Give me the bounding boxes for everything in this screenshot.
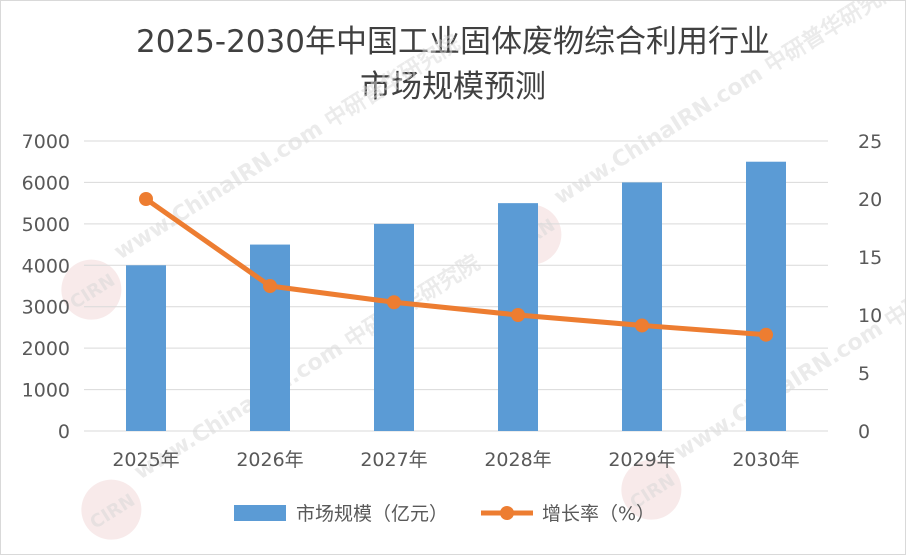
y-left-tick-label: 4000 xyxy=(22,255,70,277)
line-point xyxy=(759,327,773,342)
y-right-tick-label: 0 xyxy=(858,421,870,443)
x-tick-label: 2025年 xyxy=(112,449,179,471)
line-point xyxy=(263,279,277,293)
y-left-tick-label: 3000 xyxy=(22,297,70,319)
y-left-tick-label: 1000 xyxy=(22,380,70,402)
legend-swatch-bar xyxy=(234,505,286,521)
line-series xyxy=(139,192,773,342)
bar xyxy=(374,223,414,431)
axes: 0 1000 2000 3000 4000 5000 6000 7000 0 5 10 15 20 25 2… xyxy=(22,131,883,471)
bar xyxy=(746,161,786,431)
y-left-tick-label: 2000 xyxy=(22,338,70,360)
line-point xyxy=(387,295,401,310)
line-point xyxy=(139,192,153,206)
legend: 市场规模（亿元） 增长率（%） xyxy=(234,503,655,525)
y-right-tick-label: 20 xyxy=(858,189,882,211)
growth-line xyxy=(143,196,769,338)
y-left-tick-label: 7000 xyxy=(22,131,70,153)
line-point xyxy=(511,308,525,322)
y-left-tick-label: 5000 xyxy=(22,214,70,236)
chart-title-line-1: 2025-2030年中国工业固体废物综合利用行业 xyxy=(136,24,770,60)
x-tick-label: 2028年 xyxy=(484,449,551,471)
bar xyxy=(126,265,166,431)
y-right-tick-label: 10 xyxy=(858,305,882,327)
watermark-logo-circle xyxy=(81,479,142,540)
y-left-tick-label: 0 xyxy=(58,421,70,443)
x-tick-label: 2026年 xyxy=(236,449,303,471)
legend-label-line: 增长率（%） xyxy=(542,503,655,525)
watermark-logo-circle xyxy=(621,459,682,520)
y-right-tick-label: 5 xyxy=(858,363,870,385)
bar xyxy=(622,182,662,431)
y-right-tick-label: 15 xyxy=(858,247,882,269)
watermark-logo-circle xyxy=(61,259,122,320)
y-left-tick-label: 6000 xyxy=(22,172,70,194)
chart-title-line-2: 市场规模预测 xyxy=(360,69,546,105)
y-right-tick-label: 25 xyxy=(858,131,882,153)
legend-swatch-marker xyxy=(500,506,514,520)
x-tick-label: 2029年 xyxy=(608,449,675,471)
bar xyxy=(250,244,290,431)
x-tick-label: 2030年 xyxy=(732,449,799,471)
legend-label-bar: 市场规模（亿元） xyxy=(296,503,448,525)
line-point xyxy=(635,318,649,333)
x-tick-label: 2027年 xyxy=(360,449,427,471)
